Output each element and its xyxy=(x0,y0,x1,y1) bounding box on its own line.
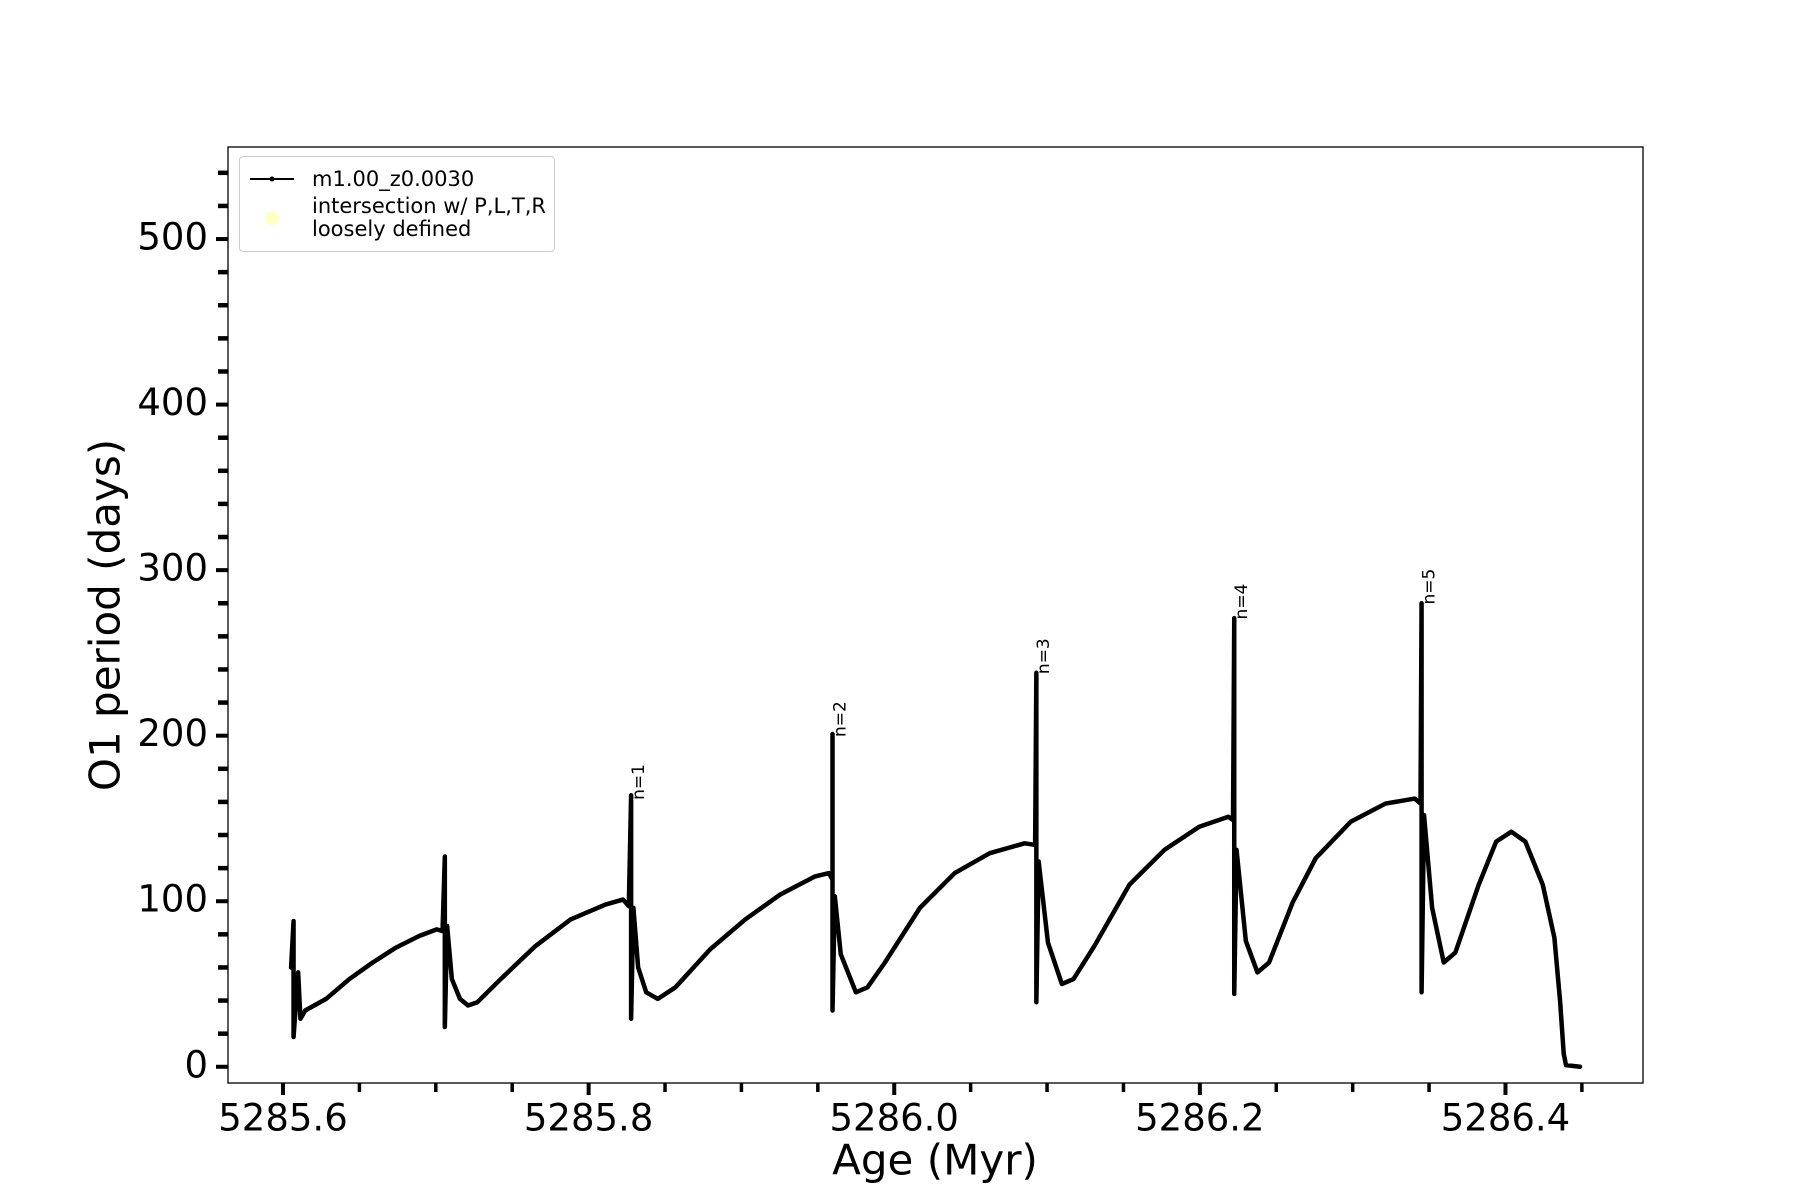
annotation: n=2 xyxy=(830,701,850,737)
annotation: n=5 xyxy=(1420,569,1440,605)
x-axis-label: Age (Myr) xyxy=(832,1136,1038,1185)
legend-entry: m1.00_z0.0030 xyxy=(248,165,546,193)
y-axis-label: O1 period (days) xyxy=(81,439,130,791)
annotation: n=4 xyxy=(1232,584,1252,620)
x-tick-label: 5285.6 xyxy=(218,1097,347,1140)
legend-icon xyxy=(250,176,294,182)
legend-label: m1.00_z0.0030 xyxy=(312,166,475,191)
y-tick-label: 300 xyxy=(137,547,208,590)
y-tick-label: 500 xyxy=(137,216,208,259)
legend-icon xyxy=(265,211,279,225)
series-line xyxy=(288,601,1583,1070)
y-tick-label: 0 xyxy=(184,1043,208,1086)
plot-frame xyxy=(227,146,1644,1084)
legend-dot xyxy=(269,176,275,182)
legend-label: intersection w/ P,L,T,R loosely defined xyxy=(312,194,546,241)
y-tick-label: 100 xyxy=(137,878,208,921)
legend-entry: intersection w/ P,L,T,R loosely defined xyxy=(248,195,546,241)
legend: m1.00_z0.0030 intersection w/ P,L,T,R loo… xyxy=(239,156,555,252)
x-tick-label: 5286.2 xyxy=(1135,1097,1264,1140)
x-tick-label: 5286.0 xyxy=(830,1097,959,1140)
annotation: n=1 xyxy=(629,764,649,800)
annotation: n=3 xyxy=(1034,638,1054,674)
y-tick-label: 200 xyxy=(137,712,208,755)
x-tick-label: 5286.4 xyxy=(1441,1097,1570,1140)
legend-dot xyxy=(265,211,279,225)
x-tick-label: 5285.8 xyxy=(524,1097,653,1140)
y-tick-label: 400 xyxy=(137,381,208,424)
